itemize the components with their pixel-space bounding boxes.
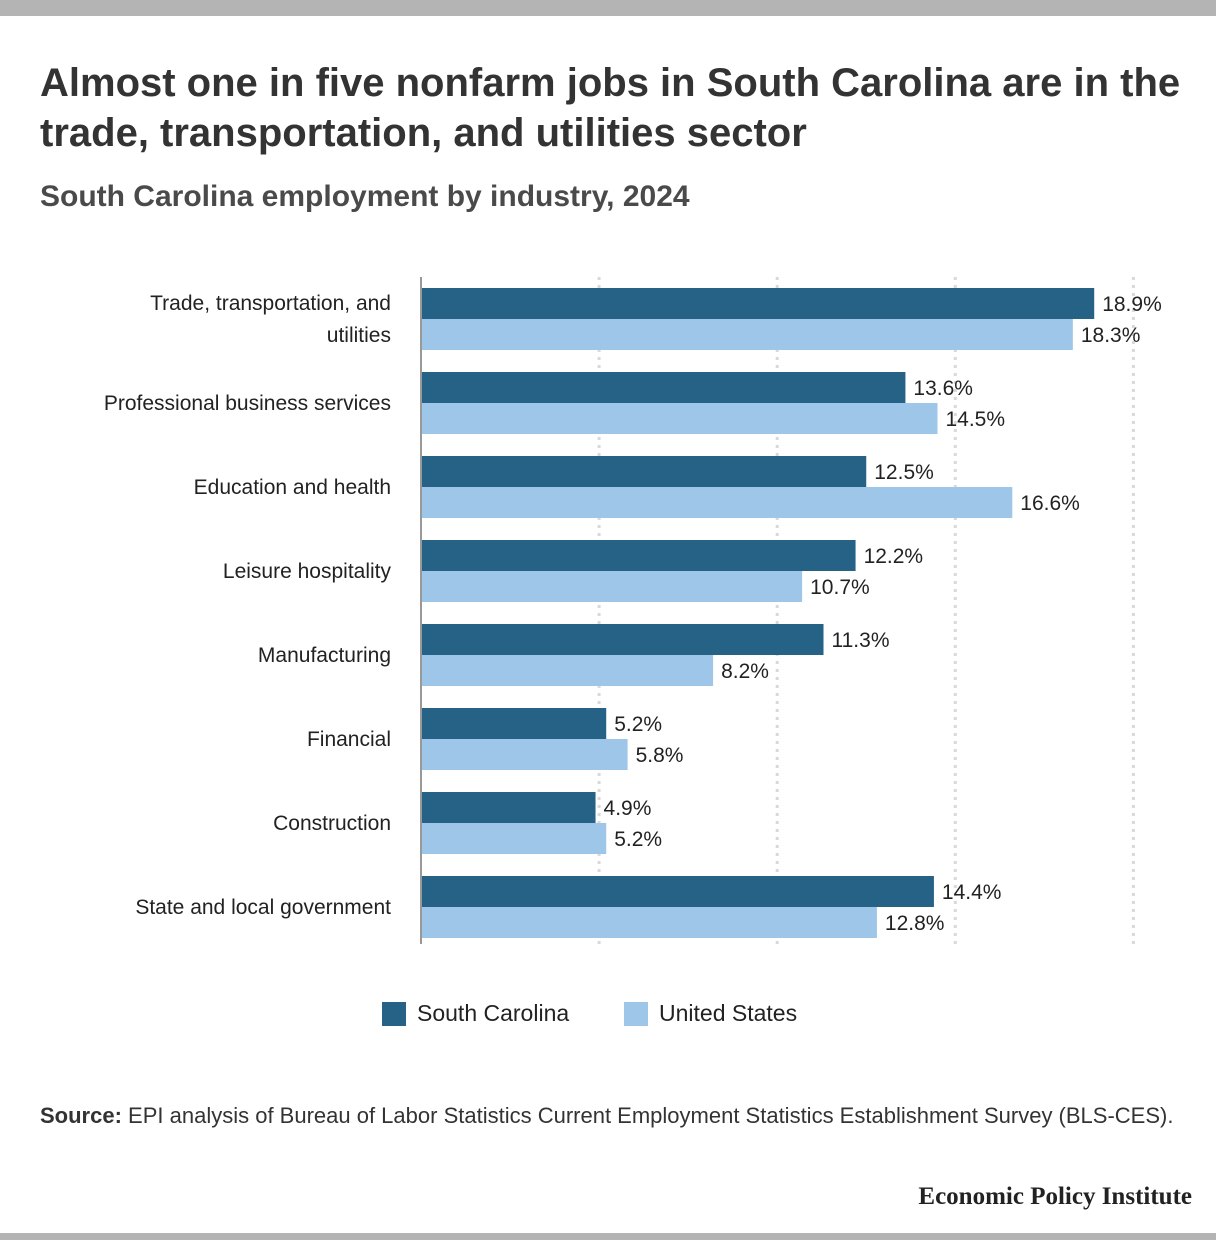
data-label: 4.9%	[604, 797, 652, 820]
data-label: 14.4%	[942, 881, 1002, 904]
data-label: 14.5%	[945, 408, 1005, 431]
bottom-border	[0, 1233, 1216, 1240]
bar-south-carolina	[421, 876, 934, 907]
data-label: 16.6%	[1020, 492, 1080, 515]
chart-subtitle: South Carolina employment by industry, 2…	[40, 180, 690, 213]
chart-title: Almost one in five nonfarm jobs in South…	[40, 61, 1181, 155]
bar-united-states	[421, 907, 877, 938]
bar-south-carolina	[421, 540, 856, 571]
category-label: Education and health	[194, 476, 391, 499]
legend-item-united-states: United States	[624, 1000, 797, 1027]
category-label: Manufacturing	[258, 644, 391, 667]
bar-united-states	[421, 655, 714, 686]
legend: South Carolina United States	[0, 1000, 1216, 1036]
bar-south-carolina	[421, 708, 607, 739]
data-label: 5.8%	[636, 744, 684, 767]
category-label: Construction	[273, 812, 391, 835]
bar-south-carolina	[421, 456, 867, 487]
source-text: EPI analysis of Bureau of Labor Statisti…	[128, 1103, 1174, 1128]
bar-united-states	[421, 403, 938, 434]
category-label: State and local government	[135, 896, 391, 919]
data-label: 12.5%	[874, 461, 934, 484]
bar-united-states	[421, 739, 628, 770]
category-label: Professional business services	[104, 392, 391, 415]
legend-swatch-united-states	[624, 1001, 648, 1026]
brand-logo-text: Economic Policy Institute	[918, 1183, 1192, 1210]
data-label: 18.3%	[1081, 324, 1141, 347]
data-label: 13.6%	[913, 377, 973, 400]
data-label: 12.2%	[864, 545, 924, 568]
bar-south-carolina	[421, 288, 1095, 319]
data-label: 10.7%	[810, 576, 870, 599]
bar-south-carolina	[421, 792, 596, 823]
source-label: Source:	[40, 1103, 122, 1128]
bar-united-states	[421, 487, 1013, 518]
category-label: Leisure hospitality	[223, 560, 392, 583]
legend-label-united-states: United States	[659, 1000, 798, 1026]
source-note: Source: EPI analysis of Bureau of Labor …	[40, 1100, 1190, 1132]
legend-swatch-south-carolina	[382, 1001, 406, 1026]
data-label: 5.2%	[614, 713, 662, 736]
bar-south-carolina	[421, 624, 824, 655]
legend-label-south-carolina: South Carolina	[417, 1000, 570, 1026]
bar-united-states	[421, 319, 1073, 350]
bar-south-carolina	[421, 372, 906, 403]
bar-united-states	[421, 823, 607, 854]
legend-item-south-carolina: South Carolina	[382, 1000, 569, 1027]
data-label: 18.9%	[1102, 293, 1162, 316]
data-label: 11.3%	[832, 629, 890, 652]
category-label: Financial	[307, 728, 391, 751]
category-label: Trade, transportation, and utilities	[150, 292, 391, 347]
bar-united-states	[421, 571, 803, 602]
data-label: 5.2%	[614, 828, 662, 851]
data-label: 8.2%	[721, 660, 769, 683]
bar-chart: Trade, transportation, and utilities 18.9%…	[104, 277, 1162, 944]
top-border	[0, 0, 1216, 16]
data-label: 12.8%	[885, 912, 945, 935]
